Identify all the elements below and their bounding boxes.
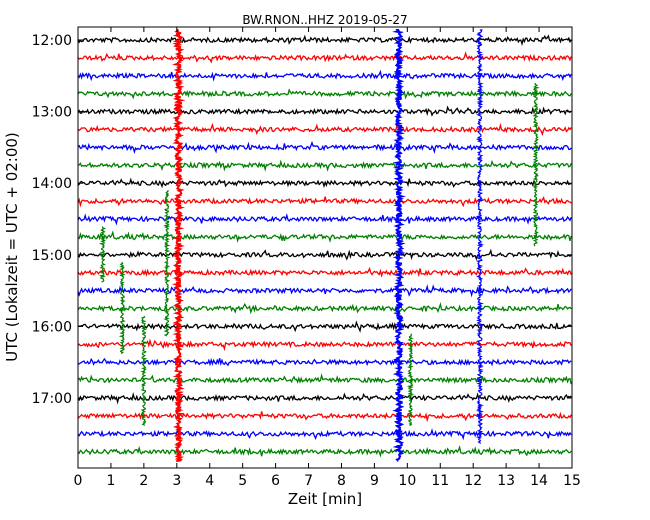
x-tick-label: 5 bbox=[238, 473, 247, 489]
x-tick-label: 12 bbox=[464, 473, 482, 489]
trace-1530 bbox=[78, 284, 572, 298]
trace-1430 bbox=[78, 213, 572, 226]
trace-1415 bbox=[78, 196, 572, 208]
trace-1200 bbox=[78, 34, 572, 47]
x-tick-label: 2 bbox=[139, 473, 148, 489]
trace-1215 bbox=[78, 51, 572, 64]
x-tick-label: 1 bbox=[106, 473, 115, 489]
event-spike-2 bbox=[475, 29, 485, 444]
x-tick-label: 8 bbox=[337, 473, 346, 489]
x-axis: 0 1 2 3 4 5 6 7 8 9 10 11 12 13 14 15 bbox=[74, 27, 581, 489]
plot-frame bbox=[77, 26, 573, 469]
trace-1715 bbox=[78, 411, 572, 423]
trace-1300 bbox=[78, 105, 572, 117]
x-tick-label: 14 bbox=[530, 473, 548, 489]
y-tick-label: 14:00 bbox=[32, 176, 72, 192]
y-axis-label: UTC (Lokalzeit = UTC + 02:00) bbox=[3, 132, 21, 362]
event-spike-6 bbox=[140, 315, 148, 426]
trace-1700 bbox=[78, 392, 572, 405]
x-tick-label: 15 bbox=[563, 473, 581, 489]
x-tick-label: 6 bbox=[271, 473, 280, 489]
trace-1345 bbox=[78, 159, 572, 172]
event-layer bbox=[98, 29, 540, 463]
trace-1730 bbox=[78, 428, 572, 441]
trace-1500 bbox=[78, 248, 572, 261]
x-tick-label: 10 bbox=[398, 473, 416, 489]
x-tick-label: 11 bbox=[431, 473, 449, 489]
y-tick-label: 12:00 bbox=[32, 33, 72, 49]
event-spike-3 bbox=[98, 226, 107, 283]
trace-1545 bbox=[78, 301, 572, 315]
event-spike-0 bbox=[171, 29, 186, 463]
chart-title: BW.RNON..HHZ 2019-05-27 bbox=[242, 13, 407, 27]
x-tick-label: 4 bbox=[205, 473, 214, 489]
y-tick-label: 16:00 bbox=[32, 319, 72, 335]
trace-1600 bbox=[78, 320, 572, 333]
x-tick-label: 0 bbox=[74, 473, 83, 489]
trace-1230 bbox=[78, 69, 572, 82]
trace-1630 bbox=[78, 357, 572, 367]
trace-1645 bbox=[78, 373, 572, 385]
y-tick-label: 17:00 bbox=[32, 391, 72, 407]
trace-1315 bbox=[78, 122, 572, 137]
trace-1615 bbox=[78, 338, 572, 352]
event-spike-8 bbox=[531, 83, 540, 247]
y-axis: 12:00 13:00 14:00 15:00 16:00 17:00 bbox=[32, 33, 572, 407]
trace-1445 bbox=[78, 230, 572, 244]
event-spike-1 bbox=[392, 29, 406, 462]
trace-1330 bbox=[78, 140, 572, 155]
event-spike-4 bbox=[163, 190, 171, 337]
x-tick-label: 13 bbox=[497, 473, 515, 489]
x-tick-label: 3 bbox=[172, 473, 181, 489]
event-spike-7 bbox=[406, 333, 415, 427]
trace-layer bbox=[78, 34, 572, 458]
trace-1245 bbox=[78, 88, 572, 100]
x-axis-label: Zeit [min] bbox=[288, 490, 362, 508]
trace-1400 bbox=[78, 177, 572, 189]
event-spike-5 bbox=[118, 262, 126, 354]
x-tick-label: 9 bbox=[370, 473, 379, 489]
trace-1515 bbox=[78, 266, 572, 278]
trace-1745 bbox=[78, 445, 572, 458]
x-tick-label: 7 bbox=[304, 473, 313, 489]
y-tick-label: 15:00 bbox=[32, 248, 72, 264]
y-tick-label: 13:00 bbox=[32, 105, 72, 121]
